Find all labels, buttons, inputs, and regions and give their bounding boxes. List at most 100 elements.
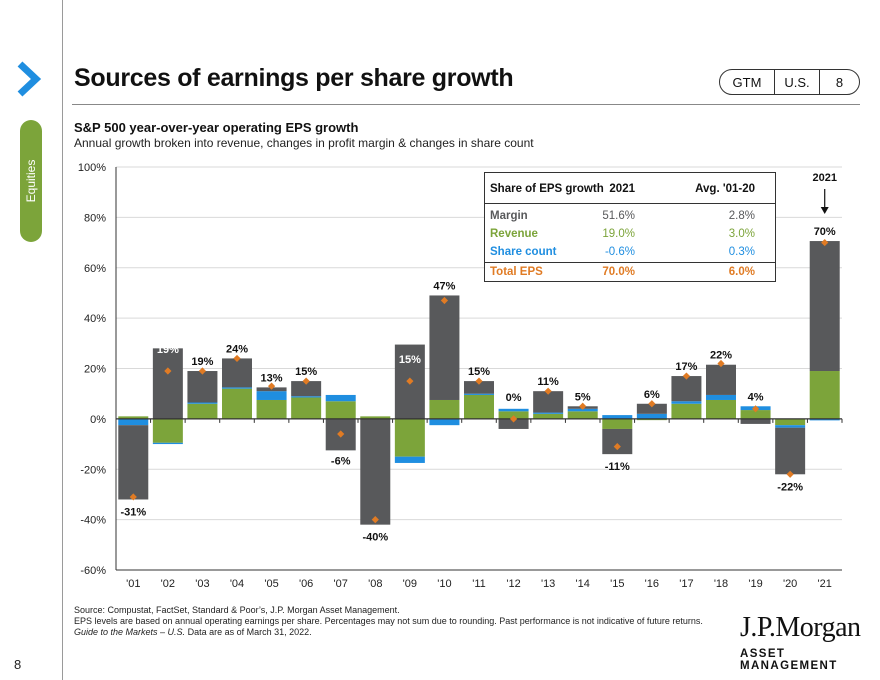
total-eps-marker: [302, 377, 310, 385]
bar-revenue: [187, 403, 218, 419]
table-divider: [485, 203, 775, 204]
x-tick-label: '07: [334, 578, 348, 590]
badge-region: U.S.: [775, 70, 820, 94]
bar-share-count: [222, 387, 252, 389]
y-tick-label: 40%: [84, 313, 106, 325]
total-eps-label: 4%: [748, 391, 764, 403]
total-eps-label: 24%: [226, 343, 248, 355]
bar-margin: [740, 418, 771, 424]
table-header-row: Share of EPS growth 2021 Avg. '01-20: [485, 180, 775, 198]
bar-margin: [360, 418, 391, 525]
x-tick-label: '15: [610, 578, 624, 590]
page-number: 8: [14, 657, 22, 672]
total-eps-label: 15%: [295, 366, 317, 378]
bar-share-count: [152, 442, 183, 445]
note-line: EPS levels are based on annual operating…: [74, 616, 703, 626]
guide-name: Guide to the Markets – U.S.: [74, 627, 186, 637]
x-tick-label: '01: [126, 578, 140, 590]
total-eps-marker: [129, 493, 137, 501]
y-tick-label: 80%: [84, 212, 106, 224]
asset-management-logo: ASSET MANAGEMENT: [740, 648, 838, 672]
bar-revenue: [636, 418, 667, 421]
bar-revenue: [671, 403, 702, 419]
table-row-2021: 19.0%: [602, 228, 635, 240]
total-eps-marker: [717, 359, 725, 368]
bar-revenue: [498, 411, 529, 419]
total-eps-label: 22%: [710, 350, 732, 362]
bar-revenue: [533, 413, 564, 419]
x-tick-label: '19: [748, 578, 762, 590]
table-row-avg: 6.0%: [728, 266, 755, 278]
bar-share-count: [256, 391, 287, 400]
bar-share-count: [429, 418, 460, 426]
title-rule: [72, 104, 860, 105]
chevron-right-icon: [17, 61, 42, 97]
bar-revenue: [222, 388, 252, 419]
table-row-2021: -0.6%: [604, 246, 635, 258]
bar-margin: [706, 364, 736, 395]
total-eps-label: -11%: [605, 461, 630, 473]
bar-share-count: [533, 412, 564, 414]
asof-line: Guide to the Markets – U.S. Data are as …: [74, 627, 724, 638]
page-badge: GTM U.S. 8: [719, 69, 860, 95]
total-eps-label: 15%: [399, 354, 421, 366]
total-eps-label: 5%: [575, 391, 591, 403]
x-tick-label: '05: [264, 578, 278, 590]
x-tick-label: '02: [161, 578, 175, 590]
total-eps-marker: [509, 415, 518, 423]
total-eps-label: 6%: [644, 389, 660, 401]
table-divider: [485, 262, 775, 263]
total-eps-label: 70%: [814, 226, 836, 238]
bar-share-count: [706, 394, 736, 400]
source-line: Source: Compustat, FactSet, Standard & P…: [74, 605, 400, 615]
eps-growth-chart: 100% 80% 60% 40% 20% 0% -20% -40% -60% '01 '02 '03 '…: [78, 162, 843, 590]
x-tick-label: '03: [195, 578, 209, 590]
y-tick-label: 20%: [84, 364, 106, 376]
chart-title: S&P 500 year-over-year operating EPS gro…: [74, 120, 359, 135]
bar-revenue: [809, 371, 840, 419]
table-row-avg: 3.0%: [728, 228, 755, 240]
total-eps-label: -40%: [362, 532, 388, 544]
bar-margin: [152, 348, 183, 419]
total-eps-marker: [821, 238, 829, 247]
total-eps-marker: [648, 400, 656, 408]
x-tick-label: '16: [645, 578, 659, 590]
x-tick-label: '14: [576, 578, 590, 590]
table-row-avg: 2.8%: [728, 210, 755, 222]
bar-margin: [671, 376, 702, 402]
bar-margin: [429, 295, 460, 400]
bar-revenue: [429, 399, 460, 419]
total-eps-marker: [579, 402, 587, 410]
total-eps-label: 15%: [468, 366, 490, 378]
table-row: Revenue 19.0% 3.0%: [485, 225, 775, 243]
bar-revenue: [291, 397, 322, 419]
x-tick-label: '13: [541, 578, 555, 590]
section-tab[interactable]: [20, 120, 42, 242]
table-row-label: Margin: [490, 210, 528, 222]
bar-margin: [118, 425, 149, 500]
y-tick-label: 0%: [90, 414, 106, 426]
table-row-label: Revenue: [490, 228, 538, 240]
x-tick-label: '20: [783, 578, 797, 590]
table-row-2021: 51.6%: [602, 210, 635, 222]
bar-margin: [291, 381, 322, 397]
page-title: Sources of earnings per share growth: [74, 64, 514, 92]
bar-revenue: [360, 416, 391, 419]
bar-share-count: [775, 425, 806, 428]
table-header-2021: 2021: [609, 183, 635, 195]
table-row: Margin 51.6% 2.8%: [485, 207, 775, 225]
x-tick-label: '04: [230, 578, 244, 590]
bar-margin: [636, 403, 667, 414]
bar-share-count: [567, 408, 598, 412]
asof-text: Data are as of March 31, 2022.: [185, 627, 312, 637]
bar-revenue: [464, 394, 494, 419]
x-tick-label: '17: [679, 578, 693, 590]
bar-share-count: [394, 456, 425, 463]
table-row-label: Total EPS: [490, 266, 543, 278]
bar-share-count: [291, 396, 322, 398]
total-eps-marker: [613, 442, 621, 451]
bar-margin: [222, 358, 252, 388]
total-eps-label: 13%: [261, 372, 283, 384]
y-tick-label: 100%: [78, 162, 106, 174]
table-header-avg: Avg. '01-20: [695, 183, 755, 195]
